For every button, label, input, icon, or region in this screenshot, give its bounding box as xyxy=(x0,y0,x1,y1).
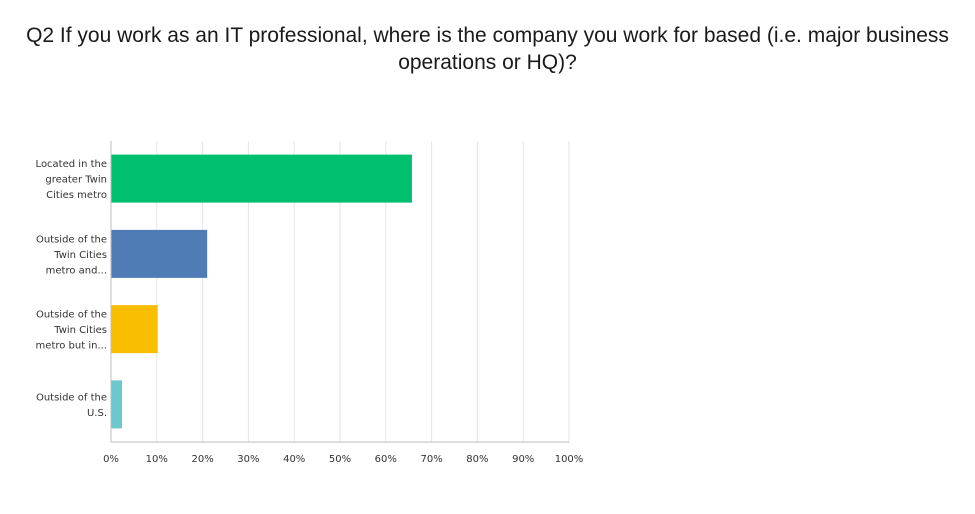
chart-title: Q2 If you work as an IT professional, wh… xyxy=(26,24,949,74)
x-tick-label: 10% xyxy=(146,454,168,465)
x-tick-label: 70% xyxy=(420,454,442,465)
category-label: Twin Cities xyxy=(53,250,107,261)
category-label: metro but in... xyxy=(36,341,107,352)
category-label: U.S. xyxy=(87,408,107,419)
x-tick-label: 0% xyxy=(103,454,119,465)
category-label: Outside of the xyxy=(36,393,107,404)
category-label: metro and... xyxy=(46,265,107,276)
axes xyxy=(110,141,569,443)
x-tick-label: 20% xyxy=(191,454,213,465)
x-tick-label: 40% xyxy=(283,454,305,465)
category-label: Outside of the xyxy=(36,234,107,245)
x-tick-label: 30% xyxy=(237,454,259,465)
x-tick-label: 60% xyxy=(375,454,397,465)
bars xyxy=(111,154,412,429)
category-label: Outside of the xyxy=(36,310,107,321)
bar xyxy=(111,154,412,203)
x-tick-label: 50% xyxy=(329,454,351,465)
x-tick-label: 90% xyxy=(512,454,534,465)
bar xyxy=(111,229,208,278)
bar xyxy=(111,305,158,354)
category-label: Twin Cities xyxy=(53,325,107,336)
category-labels: Located in the greater Twin Cities metro Ou… xyxy=(36,159,107,419)
category-label: greater Twin xyxy=(45,175,107,186)
x-tick-labels: 0% 10% 20% 30% 40% 50% 60% 70% 80% 90% 100% xyxy=(103,454,583,465)
x-tick-label: 100% xyxy=(555,454,584,465)
x-tick-label: 80% xyxy=(466,454,488,465)
category-label: Cities metro xyxy=(46,190,107,201)
bar xyxy=(111,380,122,429)
category-label: Located in the xyxy=(36,159,107,170)
